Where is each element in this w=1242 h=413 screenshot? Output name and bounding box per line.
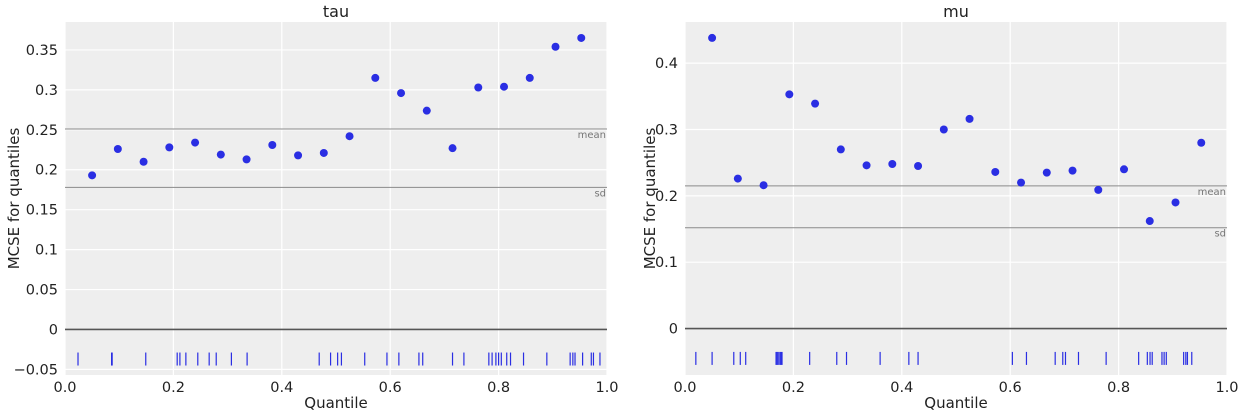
chart-mu-x-tick-label: 1.0 <box>1215 380 1238 396</box>
chart-tau-x-tick-label: 0.2 <box>162 380 185 396</box>
chart-tau-point <box>345 132 354 141</box>
chart-mu-point <box>965 114 974 123</box>
chart-mu-point <box>708 33 717 42</box>
chart-tau-point <box>371 73 380 82</box>
chart-mu-x-tick-label: 0.8 <box>1107 380 1130 396</box>
chart-mu-sd-label: sd <box>1214 229 1226 240</box>
chart-tau-point <box>88 171 97 180</box>
chart-mu-y-tick-label: 0.2 <box>655 189 678 205</box>
chart-tau-mean-label: mean <box>578 130 606 141</box>
chart-mu-y-axis-label: MCSE for quantiles <box>641 128 659 270</box>
chart-mu-y-tick-label: 0.3 <box>655 122 678 138</box>
chart-mu-point <box>836 145 845 154</box>
chart-mu-x-axis-label: Quantile <box>924 394 987 412</box>
chart-mu-point <box>1120 165 1129 174</box>
chart-mu-y-tick-label: 0.1 <box>655 255 678 271</box>
chart-mu-x-tick-label: 0.4 <box>890 380 913 396</box>
chart-tau-y-tick-label: 0.25 <box>26 123 58 139</box>
chart-mu-point <box>785 90 794 99</box>
chart-tau-point <box>139 157 148 166</box>
chart-mu-y-tick-label: 0 <box>669 322 678 338</box>
chart-tau-point <box>474 83 483 92</box>
chart-mu-point <box>888 159 897 168</box>
chart-tau-y-tick-label: 0.05 <box>26 283 58 299</box>
chart-mu-point <box>1068 166 1077 175</box>
chart-tau-y-tick-label: 0.3 <box>35 83 58 99</box>
chart-tau-point <box>165 143 174 152</box>
chart-mu-point <box>811 99 820 108</box>
chart-tau-point <box>242 155 251 164</box>
chart-mu-x-tick-label: 0.6 <box>999 380 1022 396</box>
chart-tau-x-tick-label: 0.4 <box>270 380 293 396</box>
chart-mu-point <box>1042 168 1051 177</box>
chart-mu-point <box>1171 198 1180 207</box>
chart-mu-panel: mean sd 0.0 0.2 0.4 0.6 0.8 1.0 0 0.1 0.2 0.3 0.4 mu Q… <box>641 2 1239 412</box>
chart-tau-point <box>422 106 431 115</box>
chart-mu-point <box>759 181 768 190</box>
chart-tau-point <box>268 140 277 149</box>
chart-tau-point <box>319 148 328 157</box>
chart-tau-plot-area <box>65 22 607 375</box>
chart-tau-point <box>500 82 509 91</box>
chart-tau-x-tick-label: 0.8 <box>487 380 510 396</box>
chart-tau-y-tick-label: 0.2 <box>35 163 58 179</box>
chart-tau-sd-label: sd <box>594 188 606 199</box>
chart-tau-y-tick-label: 0.15 <box>26 203 58 219</box>
chart-tau-x-tick-label: 0.0 <box>53 380 76 396</box>
chart-tau-point <box>397 89 406 98</box>
chart-tau-point <box>448 144 457 153</box>
chart-mu-y-tick-label: 0.4 <box>655 56 678 72</box>
chart-tau-point <box>577 33 586 42</box>
chart-tau-point <box>216 150 225 159</box>
chart-mu-x-tick-label: 0.0 <box>673 380 696 396</box>
chart-tau-point <box>113 144 122 153</box>
chart-tau-panel: mean sd 0.0 0.2 0.4 0.6 0.8 1.0 −0.05 0 0.05 0.1 0.1… <box>5 2 619 412</box>
chart-tau-point <box>525 73 534 82</box>
chart-mu-x-tick-label: 0.2 <box>782 380 805 396</box>
chart-tau-y-axis-label: MCSE for quantiles <box>5 128 23 270</box>
chart-mu-point <box>1145 217 1154 226</box>
chart-tau-y-tick-label: 0.1 <box>35 243 58 259</box>
chart-mu-title: mu <box>943 2 969 21</box>
chart-mu-point <box>862 161 871 170</box>
chart-tau-point <box>551 42 560 51</box>
chart-tau-point <box>294 151 303 160</box>
chart-mu-plot-area <box>685 22 1227 375</box>
chart-mu-point <box>733 174 742 183</box>
chart-tau-x-tick-label: 0.6 <box>379 380 402 396</box>
chart-mu-point <box>991 167 1000 176</box>
chart-mu-point <box>1094 185 1103 194</box>
chart-tau-title: tau <box>323 2 349 21</box>
chart-tau-x-axis-label: Quantile <box>304 394 367 412</box>
chart-tau-y-tick-label: 0.35 <box>26 43 58 59</box>
chart-mu-point <box>1017 178 1026 187</box>
chart-tau-y-tick-label: −0.05 <box>14 362 58 378</box>
chart-tau-point <box>191 138 200 147</box>
chart-tau-y-tick-label: 0 <box>49 322 58 338</box>
chart-mu-mean-label: mean <box>1198 187 1226 198</box>
chart-mu-point <box>939 125 948 134</box>
chart-mu-point <box>914 161 923 170</box>
chart-tau-x-tick-label: 1.0 <box>595 380 618 396</box>
chart-mu-point <box>1197 138 1206 147</box>
